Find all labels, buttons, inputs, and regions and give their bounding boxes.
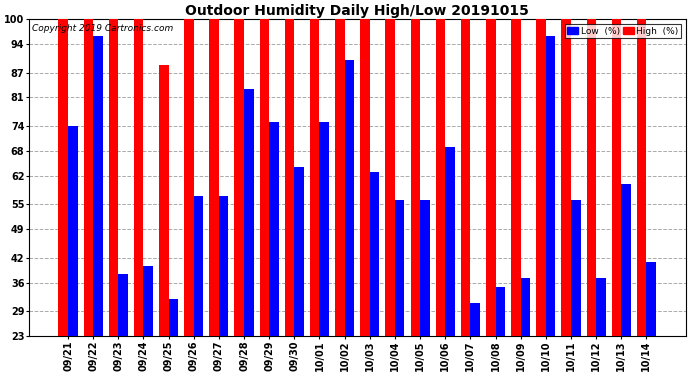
- Bar: [411, 20, 420, 375]
- Bar: [194, 196, 204, 375]
- Bar: [109, 20, 118, 375]
- Bar: [562, 20, 571, 375]
- Bar: [184, 20, 194, 375]
- Bar: [461, 20, 471, 375]
- Bar: [370, 171, 380, 375]
- Bar: [83, 20, 93, 375]
- Bar: [571, 200, 580, 375]
- Bar: [395, 200, 404, 375]
- Bar: [621, 184, 631, 375]
- Bar: [546, 36, 555, 375]
- Legend: Low  (%), High  (%): Low (%), High (%): [564, 24, 681, 38]
- Bar: [259, 20, 269, 375]
- Bar: [435, 20, 445, 375]
- Bar: [134, 20, 144, 375]
- Bar: [269, 122, 279, 375]
- Bar: [495, 286, 505, 375]
- Bar: [420, 200, 430, 375]
- Bar: [344, 60, 354, 375]
- Bar: [521, 279, 530, 375]
- Bar: [445, 147, 455, 375]
- Bar: [335, 20, 344, 375]
- Bar: [159, 64, 168, 375]
- Bar: [486, 20, 495, 375]
- Bar: [118, 274, 128, 375]
- Bar: [295, 167, 304, 375]
- Bar: [244, 89, 254, 375]
- Bar: [637, 20, 647, 375]
- Bar: [59, 20, 68, 375]
- Bar: [168, 299, 178, 375]
- Bar: [209, 20, 219, 375]
- Bar: [511, 20, 521, 375]
- Bar: [360, 20, 370, 375]
- Bar: [386, 20, 395, 375]
- Bar: [586, 20, 596, 375]
- Bar: [647, 262, 656, 375]
- Bar: [219, 196, 228, 375]
- Bar: [68, 126, 77, 375]
- Bar: [596, 279, 606, 375]
- Bar: [93, 36, 103, 375]
- Bar: [235, 20, 244, 375]
- Bar: [319, 122, 329, 375]
- Bar: [144, 266, 153, 375]
- Bar: [471, 303, 480, 375]
- Bar: [285, 20, 295, 375]
- Title: Outdoor Humidity Daily High/Low 20191015: Outdoor Humidity Daily High/Low 20191015: [186, 4, 529, 18]
- Text: Copyright 2019 Cartronics.com: Copyright 2019 Cartronics.com: [32, 24, 173, 33]
- Bar: [536, 20, 546, 375]
- Bar: [612, 20, 621, 375]
- Bar: [310, 20, 319, 375]
